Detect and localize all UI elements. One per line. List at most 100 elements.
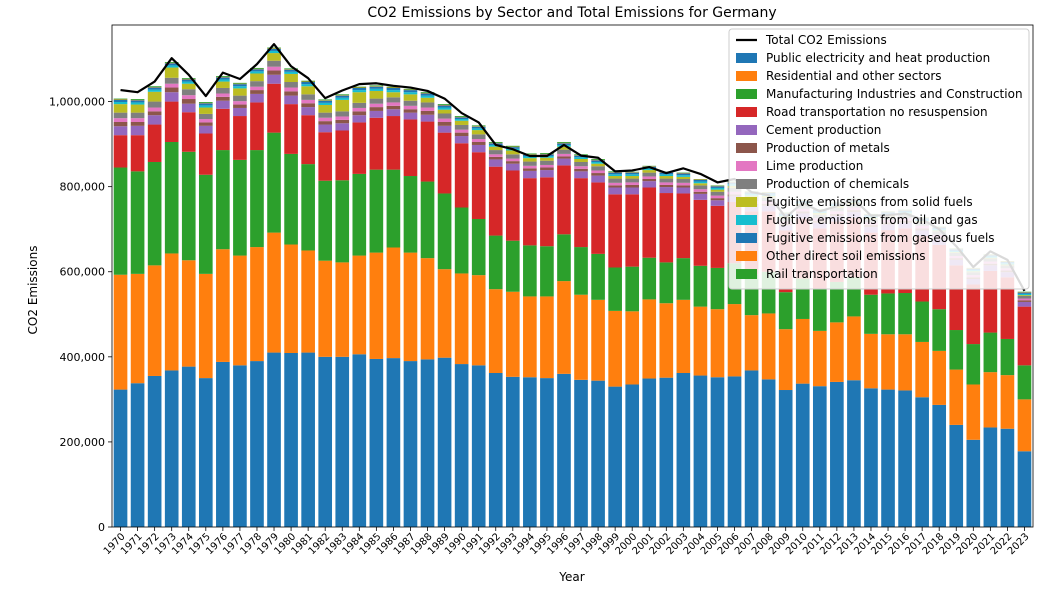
bar-segment [506, 170, 520, 240]
bar-segment [199, 119, 213, 122]
bar-segment [625, 384, 639, 527]
bar-segment [318, 103, 332, 105]
bar-segment [148, 162, 162, 265]
bar-segment [523, 162, 537, 166]
bar-segment [216, 76, 230, 77]
bar-segment [199, 102, 213, 103]
bar-segment [421, 258, 435, 359]
legend-label: Lime production [766, 159, 863, 173]
legend-label: Production of chemicals [766, 177, 909, 191]
bar-segment [148, 376, 162, 527]
bar-segment [557, 142, 571, 143]
bar-segment [1018, 307, 1032, 366]
bar-segment [694, 185, 708, 189]
bar-segment [335, 262, 349, 356]
bar-segment [370, 253, 384, 359]
bar-segment [711, 192, 725, 196]
bar-segment [233, 96, 247, 102]
bar-segment [233, 256, 247, 366]
bar-segment [540, 177, 554, 246]
bar-segment [404, 90, 418, 92]
bar-segment [1018, 365, 1032, 399]
bar-segment [608, 185, 622, 187]
legend-label: Fugitive emissions from solid fuels [766, 195, 973, 209]
bar-segment [216, 249, 230, 362]
bar-segment [455, 136, 469, 143]
chart-title: CO2 Emissions by Sector and Total Emissi… [367, 5, 776, 21]
bar-segment [489, 167, 503, 236]
bar-segment [523, 377, 537, 527]
bar-segment [591, 381, 605, 527]
bar-segment [506, 377, 520, 527]
bar-segment [318, 125, 332, 133]
bar-segment [165, 142, 179, 253]
bar-segment [250, 81, 264, 87]
bar-segment [677, 175, 691, 177]
bar-segment [642, 188, 656, 258]
bar-segment [574, 159, 588, 162]
bar-segment [984, 427, 998, 527]
bar-segment [438, 105, 452, 107]
bar-segment [694, 376, 708, 527]
bar-segment [949, 330, 963, 370]
bar-segment [199, 114, 213, 119]
bar-segment [745, 370, 759, 527]
bar-segment [966, 285, 980, 345]
y-tick-label: 0 [98, 521, 105, 534]
bar-segment [267, 71, 281, 75]
bar-segment [711, 377, 725, 527]
bar-segment [387, 106, 401, 109]
bar-segment [557, 159, 571, 166]
bar-segment [455, 130, 469, 133]
bar-segment [557, 165, 571, 234]
bar-segment [574, 171, 588, 178]
y-axis-label: CO2 Emissions [26, 246, 40, 335]
bar-segment [267, 67, 281, 71]
bar-segment [677, 373, 691, 527]
bar-segment [387, 109, 401, 116]
bar-segment [608, 179, 622, 183]
bar-segment [711, 186, 725, 188]
bar-segment [216, 82, 230, 88]
bar-segment [625, 188, 639, 195]
bar-segment [182, 260, 196, 366]
bar-segment [318, 113, 332, 118]
bar-segment [574, 162, 588, 166]
bar-segment [472, 125, 486, 126]
bar-segment [523, 245, 537, 296]
bar-segment [438, 113, 452, 118]
bar-segment [779, 390, 793, 527]
bar-segment [694, 194, 708, 200]
bar-segment [131, 135, 145, 171]
bar-segment [557, 234, 571, 281]
bar-segment [199, 122, 213, 125]
bar-segment [233, 160, 247, 256]
bar-segment [114, 113, 128, 119]
bar-segment [387, 170, 401, 248]
bar-segment [335, 111, 349, 116]
bar-segment [540, 161, 554, 165]
bar-segment [335, 96, 349, 98]
bar-segment [421, 111, 435, 115]
bar-segment [472, 130, 486, 134]
bar-segment [335, 120, 349, 123]
bar-segment [404, 94, 418, 100]
bar-segment [966, 384, 980, 439]
bar-segment [1018, 299, 1032, 301]
bar-segment [131, 100, 145, 102]
bar-segment [642, 258, 656, 300]
bar-segment [421, 98, 435, 103]
bar-segment [216, 101, 230, 109]
bar-segment [489, 373, 503, 527]
legend-label: Public electricity and heat production [766, 51, 990, 65]
bar-segment [677, 193, 691, 258]
bar-segment [318, 357, 332, 527]
bar-segment [506, 241, 520, 292]
bar-segment [233, 108, 247, 116]
bar-segment [694, 182, 708, 184]
bar-segment [267, 233, 281, 353]
bar-segment [523, 168, 537, 171]
bar-segment [659, 174, 673, 176]
bar-segment [335, 180, 349, 262]
